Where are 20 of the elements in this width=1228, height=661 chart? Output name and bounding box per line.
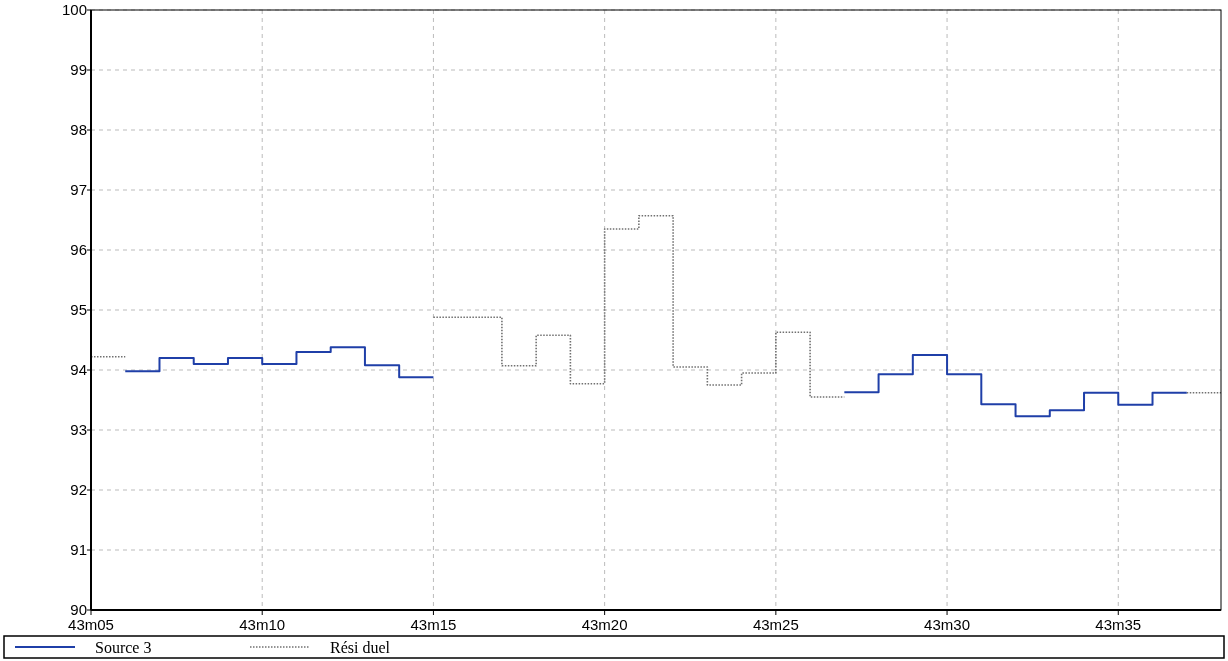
y-tick-label: 94 (70, 361, 87, 379)
x-tick-label: 43m35 (1095, 616, 1142, 633)
x-tick-label: 43m05 (68, 616, 114, 633)
y-tick-label: 97 (70, 181, 87, 199)
y-tick-label: 91 (70, 541, 87, 559)
y-tick-label: 99 (70, 61, 87, 79)
x-tick-label: 43m30 (924, 616, 970, 633)
y-tick-label: 92 (70, 481, 87, 499)
y-tick-label: 100 (61, 1, 87, 19)
legend-label: Source 3 (95, 638, 152, 656)
y-tick-label: 96 (70, 241, 87, 259)
y-tick-label: 98 (70, 121, 87, 139)
y-tick-label: 95 (70, 301, 87, 319)
x-tick-label: 43m25 (752, 616, 799, 633)
x-tick-label: 43m20 (581, 616, 628, 633)
y-tick-label: 90 (70, 601, 87, 619)
x-tick-label: 43m10 (239, 616, 286, 633)
legend-label: Rési duel (330, 638, 391, 656)
y-tick-label: 93 (70, 421, 87, 439)
x-tick-label: 43m15 (410, 616, 457, 633)
